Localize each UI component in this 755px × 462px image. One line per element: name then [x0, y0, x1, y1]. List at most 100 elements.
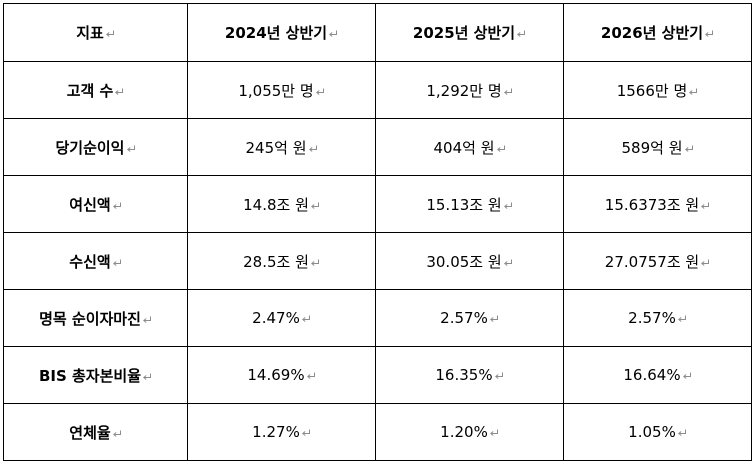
- value-cell[interactable]: 589억 원: [563, 118, 752, 176]
- value-cell[interactable]: 2.47%: [187, 289, 376, 347]
- value-cell[interactable]: 28.5조 원: [187, 232, 376, 290]
- cell-value: 16.35%: [435, 366, 493, 384]
- header-text: 2026년 상반기: [600, 24, 704, 42]
- value-cell[interactable]: 14.69%: [187, 346, 376, 404]
- row-label: 수신액: [69, 252, 111, 271]
- header-cell[interactable]: 지표: [3, 3, 188, 62]
- header-cell[interactable]: 2025년 상반기: [375, 3, 564, 62]
- value-cell[interactable]: 245억 원: [187, 118, 376, 176]
- paragraph-mark-icon: [682, 371, 692, 381]
- value-cell[interactable]: 2.57%: [375, 289, 564, 347]
- paragraph-mark-icon: [112, 258, 122, 268]
- value-cell[interactable]: 404억 원: [375, 118, 564, 176]
- metrics-table: 지표 2024년 상반기 2025년 상반기 2026년 상반기 고객 수 1,…: [3, 3, 752, 461]
- paragraph-mark-icon: [112, 201, 122, 211]
- cell-value: 1566만 명: [616, 81, 688, 100]
- header-cell[interactable]: 2026년 상반기: [563, 3, 752, 62]
- cell-value: 15.6373조 원: [604, 195, 700, 214]
- value-cell[interactable]: 14.8조 원: [187, 175, 376, 233]
- value-cell[interactable]: 30.05조 원: [375, 232, 564, 290]
- row-label-cell[interactable]: 고객 수: [3, 61, 188, 119]
- row-label: 연체율: [69, 423, 111, 442]
- header-text: 2024년 상반기: [224, 24, 328, 42]
- row-label-cell[interactable]: BIS 총자본비율: [3, 346, 188, 404]
- cell-value: 28.5조 원: [243, 252, 309, 271]
- paragraph-mark-icon: [105, 29, 115, 39]
- paragraph-mark-icon: [308, 144, 318, 154]
- table-row: 여신액 14.8조 원 15.13조 원 15.6373조 원: [3, 175, 752, 233]
- cell-value: 2.57%: [440, 309, 488, 327]
- cell-value: 27.0757조 원: [604, 252, 700, 271]
- paragraph-mark-icon: [310, 258, 320, 268]
- paragraph-mark-icon: [328, 29, 338, 39]
- header-cell[interactable]: 2024년 상반기: [187, 3, 376, 62]
- paragraph-mark-icon: [704, 29, 714, 39]
- paragraph-mark-icon: [688, 87, 698, 97]
- row-label: BIS 총자본비율: [38, 366, 142, 385]
- table-row: 수신액 28.5조 원 30.05조 원 27.0757조 원: [3, 232, 752, 290]
- cell-value: 14.8조 원: [243, 195, 309, 214]
- row-label-cell[interactable]: 수신액: [3, 232, 188, 290]
- cell-value: 589억 원: [621, 138, 683, 157]
- cell-value: 2.47%: [252, 309, 300, 327]
- value-cell[interactable]: 27.0757조 원: [563, 232, 752, 290]
- row-label-cell[interactable]: 명목 순이자마진: [3, 289, 188, 347]
- value-cell[interactable]: 15.6373조 원: [563, 175, 752, 233]
- paragraph-mark-icon: [677, 314, 687, 324]
- table-row: 연체율 1.27% 1.20% 1.05%: [3, 403, 752, 461]
- header-text: 지표: [76, 24, 104, 42]
- cell-value: 2.57%: [628, 309, 676, 327]
- paragraph-mark-icon: [503, 258, 513, 268]
- value-cell[interactable]: 16.35%: [375, 346, 564, 404]
- value-cell[interactable]: 16.64%: [563, 346, 752, 404]
- row-label: 여신액: [69, 195, 111, 214]
- value-cell[interactable]: 1,055만 명: [187, 61, 376, 119]
- header-text: 2025년 상반기: [412, 24, 516, 42]
- cell-value: 1,055만 명: [238, 81, 314, 100]
- cell-value: 1.20%: [440, 423, 488, 441]
- cell-value: 1.05%: [628, 423, 676, 441]
- row-label: 당기순이익: [55, 138, 125, 157]
- value-cell[interactable]: 1.20%: [375, 403, 564, 461]
- paragraph-mark-icon: [112, 429, 122, 439]
- paragraph-mark-icon: [489, 428, 499, 438]
- row-label-cell[interactable]: 당기순이익: [3, 118, 188, 176]
- paragraph-mark-icon: [301, 314, 311, 324]
- value-cell[interactable]: 1566만 명: [563, 61, 752, 119]
- paragraph-mark-icon: [496, 144, 506, 154]
- table-row: 고객 수 1,055만 명 1,292만 명 1566만 명: [3, 61, 752, 119]
- cell-value: 15.13조 원: [426, 195, 502, 214]
- paragraph-mark-icon: [315, 87, 325, 97]
- row-label-cell[interactable]: 여신액: [3, 175, 188, 233]
- paragraph-mark-icon: [301, 428, 311, 438]
- value-cell[interactable]: 2.57%: [563, 289, 752, 347]
- cell-value: 1,292만 명: [426, 81, 502, 100]
- paragraph-mark-icon: [684, 144, 694, 154]
- value-cell[interactable]: 1,292만 명: [375, 61, 564, 119]
- paragraph-mark-icon: [516, 29, 526, 39]
- paragraph-mark-icon: [677, 428, 687, 438]
- table-row: 명목 순이자마진 2.47% 2.57% 2.57%: [3, 289, 752, 347]
- value-cell[interactable]: 15.13조 원: [375, 175, 564, 233]
- paragraph-mark-icon: [142, 315, 152, 325]
- value-cell[interactable]: 1.05%: [563, 403, 752, 461]
- row-label: 명목 순이자마진: [39, 309, 141, 328]
- cell-value: 16.64%: [623, 366, 681, 384]
- paragraph-mark-icon: [700, 201, 710, 211]
- value-cell[interactable]: 1.27%: [187, 403, 376, 461]
- paragraph-mark-icon: [503, 201, 513, 211]
- cell-value: 404억 원: [433, 138, 495, 157]
- cell-value: 30.05조 원: [426, 252, 502, 271]
- cell-value: 14.69%: [247, 366, 305, 384]
- cell-value: 245억 원: [245, 138, 307, 157]
- cell-value: 1.27%: [252, 423, 300, 441]
- header-row: 지표 2024년 상반기 2025년 상반기 2026년 상반기: [3, 3, 752, 62]
- row-label-cell[interactable]: 연체율: [3, 403, 188, 461]
- table-row: BIS 총자본비율 14.69% 16.35% 16.64%: [3, 346, 752, 404]
- paragraph-mark-icon: [126, 144, 136, 154]
- paragraph-mark-icon: [306, 371, 316, 381]
- table-row: 당기순이익 245억 원 404억 원 589억 원: [3, 118, 752, 176]
- paragraph-mark-icon: [310, 201, 320, 211]
- row-label: 고객 수: [66, 81, 114, 100]
- paragraph-mark-icon: [489, 314, 499, 324]
